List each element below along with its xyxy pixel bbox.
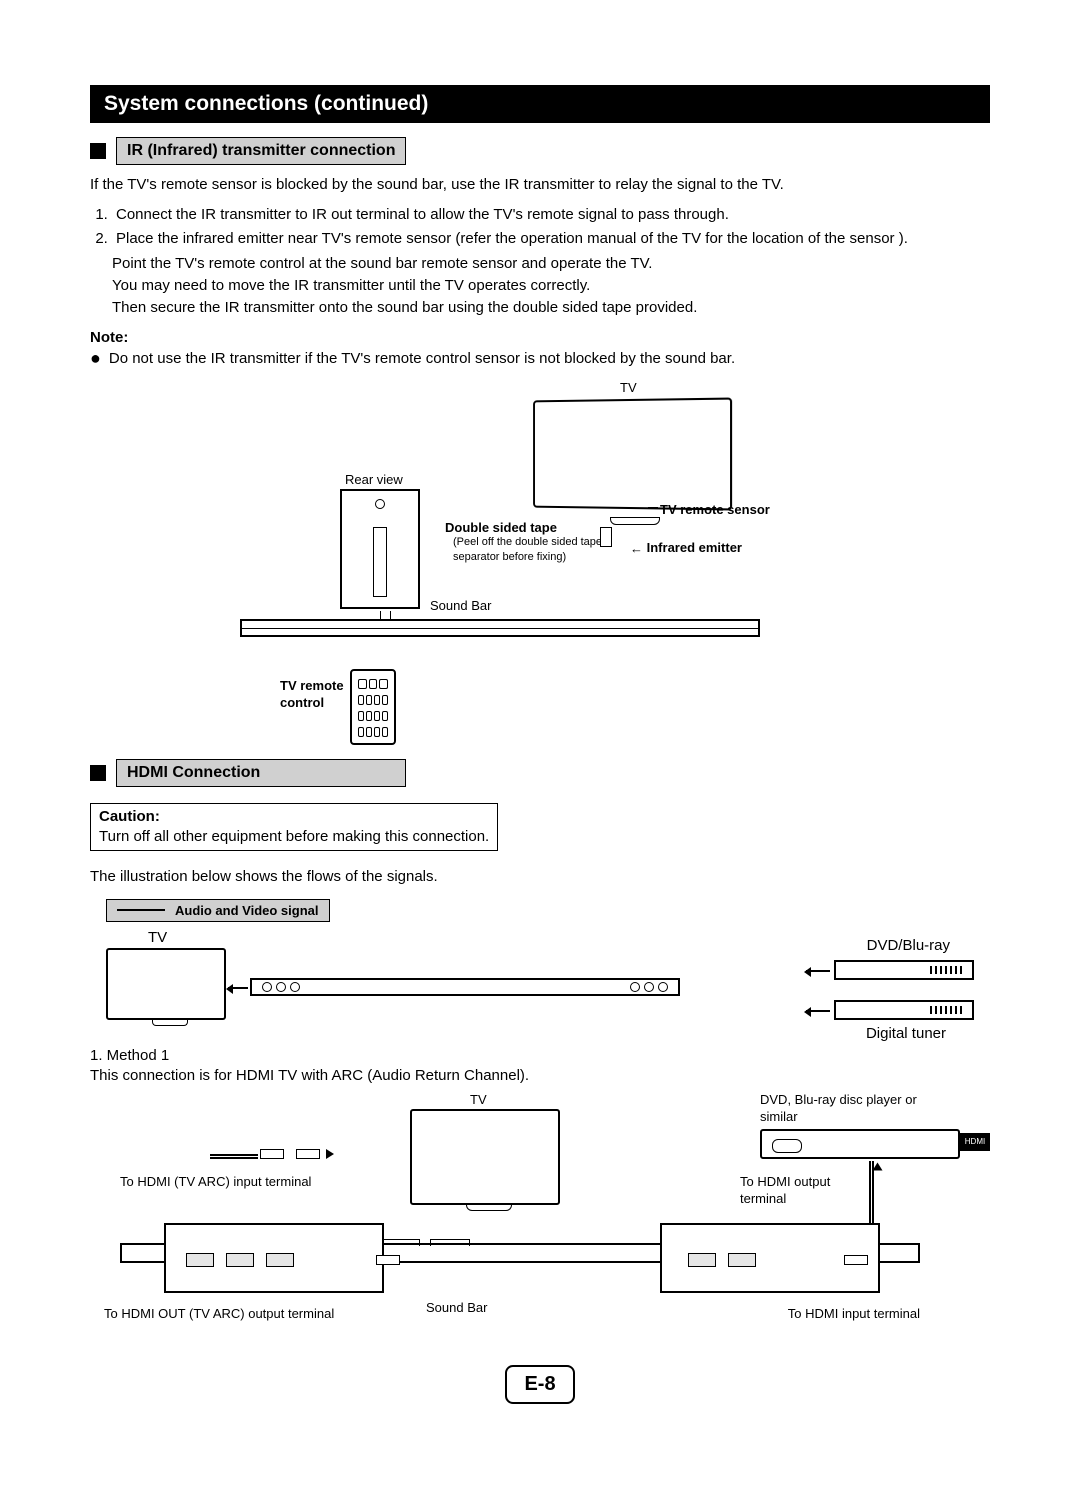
lead-line xyxy=(380,611,381,619)
caution-box: Caution: Turn off all other equipment be… xyxy=(90,803,498,852)
zoom-left-icon xyxy=(164,1223,384,1293)
hdmi-cable-icon xyxy=(210,1154,258,1159)
infrared-emitter-icon xyxy=(600,527,612,547)
tv-remote-sensor-label: TV remote sensor xyxy=(660,501,770,519)
ir-heading-label: IR (Infrared) transmitter connection xyxy=(116,137,406,165)
arrow-left-icon xyxy=(799,967,811,977)
signal-line-icon xyxy=(117,909,165,911)
note-label: Note: xyxy=(90,328,990,348)
note-bullet: ● Do not use the IR transmitter if the T… xyxy=(90,349,990,369)
arrow-up-icon xyxy=(873,1157,883,1170)
ir-step-1: Connect the IR transmitter to IR out ter… xyxy=(112,205,990,225)
m1-player-label: DVD, Blu-ray disc player or similar xyxy=(760,1091,920,1126)
rear-view-label: Rear view xyxy=(345,471,403,489)
flow-tuner-icon xyxy=(834,1000,974,1020)
ir-intro-text: If the TV's remote sensor is blocked by … xyxy=(90,175,990,195)
remote-control-icon xyxy=(350,669,396,745)
ir-subpara-1: Point the TV's remote control at the sou… xyxy=(112,254,990,274)
hdmi-section-heading: HDMI Connection xyxy=(90,759,990,787)
ir-diagram: TV Rear view TV remote sensor Double sid… xyxy=(230,379,930,749)
m1-hdmi-output-label: To HDMI output terminal xyxy=(740,1173,860,1208)
arrow-left-icon xyxy=(221,984,233,994)
ir-tv-label: TV xyxy=(620,379,637,397)
tv-remote-control-label: TV remote control xyxy=(280,677,350,712)
flow-dvd-label: DVD/Blu-ray xyxy=(867,936,950,956)
ir-step-2: Place the infrared emitter near TV's rem… xyxy=(112,229,990,249)
page-title-bar: System connections (continued) xyxy=(90,85,990,123)
double-tape-sub: (Peel off the double sided tape separato… xyxy=(453,535,603,565)
infrared-emitter-text: Infrared emitter xyxy=(647,540,742,555)
lead-line xyxy=(390,611,391,619)
method-number: 1. Method 1 xyxy=(90,1046,990,1066)
hdmi-heading-label: HDMI Connection xyxy=(116,759,406,787)
method-description: This connection is for HDMI TV with ARC … xyxy=(90,1066,990,1086)
zoom-right-icon xyxy=(660,1223,880,1293)
m1-soundbar-label: Sound Bar xyxy=(426,1299,487,1317)
hdmi-plug-icon xyxy=(260,1149,284,1159)
ir-section-heading: IR (Infrared) transmitter connection xyxy=(90,137,990,165)
hdmi-plug-icon xyxy=(296,1149,320,1159)
flow-dvd-icon xyxy=(834,960,974,980)
flow-tuner-label: Digital tuner xyxy=(866,1024,946,1044)
m1-tv-label: TV xyxy=(470,1091,487,1109)
hdmi-badge-icon: HDMI xyxy=(960,1133,990,1151)
m1-tv-arc-input-label: To HDMI (TV ARC) input terminal xyxy=(120,1173,311,1191)
flow-tv-icon xyxy=(106,948,226,1020)
flow-soundbar-icon xyxy=(250,978,680,996)
signal-flow-diagram: TV DVD/Blu-ray Digital tuner xyxy=(90,928,990,1038)
sound-bar-icon xyxy=(240,619,760,637)
bullet-dot-icon: ● xyxy=(90,349,101,369)
signal-legend: Audio and Video signal xyxy=(106,899,330,923)
signal-legend-text: Audio and Video signal xyxy=(175,902,319,920)
m1-player-icon xyxy=(760,1129,960,1159)
infrared-emitter-label: ← Infrared emitter xyxy=(630,539,742,557)
caution-label: Caution: xyxy=(99,807,489,827)
rear-panel-icon xyxy=(340,489,420,609)
page-number: E-8 xyxy=(505,1365,575,1404)
illustration-text: The illustration below shows the flows o… xyxy=(90,867,990,887)
arrow-left-icon xyxy=(799,1007,811,1017)
ir-steps-list: Connect the IR transmitter to IR out ter… xyxy=(110,205,990,250)
double-tape-label: Double sided tape xyxy=(445,519,557,537)
method1-diagram: TV DVD, Blu-ray disc player or similar H… xyxy=(90,1095,990,1335)
ir-subpara-2: You may need to move the IR transmitter … xyxy=(112,276,990,296)
arrow-right-icon xyxy=(326,1149,339,1159)
ir-subpara-3: Then secure the IR transmitter onto the … xyxy=(112,298,990,318)
square-bullet-icon xyxy=(90,143,106,159)
m1-tv-icon xyxy=(410,1109,560,1205)
m1-hdmi-input-label: To HDMI input terminal xyxy=(788,1305,920,1323)
caution-text: Turn off all other equipment before maki… xyxy=(99,827,489,847)
m1-hdmi-out-arc-label: To HDMI OUT (TV ARC) output terminal xyxy=(104,1305,334,1323)
note-text: Do not use the IR transmitter if the TV'… xyxy=(109,349,735,369)
lead-line xyxy=(648,507,658,508)
square-bullet-icon xyxy=(90,765,106,781)
flow-tv-label: TV xyxy=(148,928,167,948)
sound-bar-label: Sound Bar xyxy=(430,597,491,615)
